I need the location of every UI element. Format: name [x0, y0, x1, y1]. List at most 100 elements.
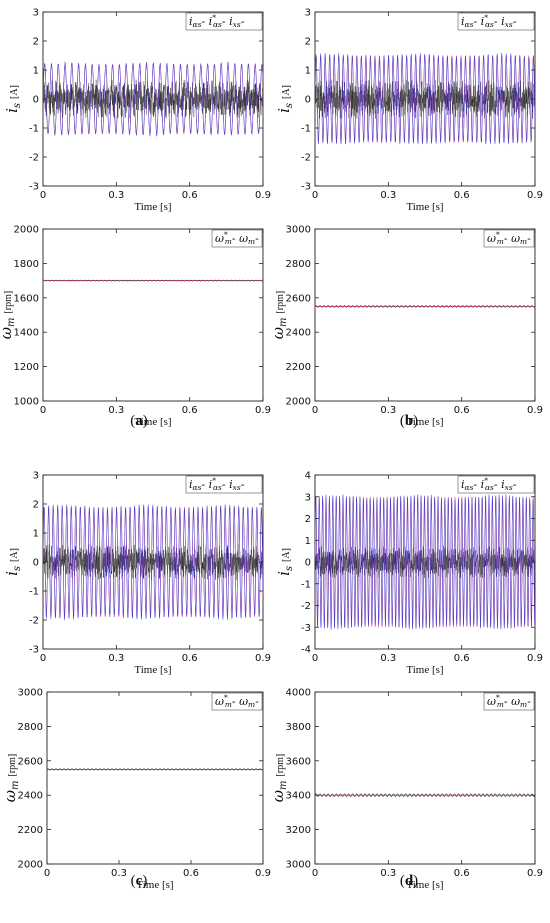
- data-traces: [47, 768, 263, 771]
- x-tick-label: 0.3: [380, 190, 396, 201]
- data-traces: [43, 279, 263, 282]
- y-tick-label: -1: [29, 124, 39, 135]
- y-tick-label: 3000: [18, 688, 43, 699]
- y-tick-label: -4: [301, 645, 311, 656]
- x-tick-label: 0: [312, 405, 318, 416]
- data-traces: [315, 494, 535, 630]
- y-tick-label: 2200: [18, 825, 43, 836]
- plot-d-current: 0 0.3 0.6 0.9 -4 -3 -2 -1 0 1 2 3 4 Time [s] is[A] iαs-…: [275, 471, 543, 677]
- y-axis-label: ωm[rpm]: [1, 754, 21, 803]
- series-ias-line: [315, 52, 535, 145]
- y-tick-label: 2: [33, 500, 39, 511]
- y-tick-label: -3: [29, 645, 39, 656]
- series-speed-line: [47, 768, 263, 771]
- y-tick-label: -2: [29, 153, 39, 164]
- y-tick-label: 3000: [286, 860, 311, 871]
- x-tick-label: 0: [44, 868, 50, 879]
- y-tick-label: -3: [301, 623, 311, 634]
- x-tick-label: 0.3: [380, 653, 396, 664]
- x-tick-label: 0.9: [255, 405, 271, 416]
- y-tick-label: 3: [305, 492, 311, 503]
- data-traces: [315, 52, 535, 145]
- y-tick-label: 3000: [286, 225, 311, 236]
- series-ias-line: [315, 494, 535, 630]
- legend: ω* m- ωm-: [483, 692, 535, 711]
- x-tick-label: 0.6: [182, 190, 198, 201]
- x-axis-label: Time [s]: [134, 201, 171, 213]
- y-tick-label: -1: [29, 587, 39, 598]
- plot-a-current: 0 0.3 0.6 0.9 -3 -2 -1 0 1 2 3 Time [s] is[A] iαs- i*…: [3, 8, 271, 214]
- series-ias-line: [43, 504, 263, 621]
- x-tick-label: 0.9: [255, 653, 271, 664]
- y-tick-label: 4: [305, 471, 311, 482]
- legend: ω* m- ωm-: [483, 229, 535, 248]
- series-ixs-line: [315, 79, 535, 119]
- y-tick-label: 2000: [18, 860, 43, 871]
- x-axis-label: Time [s]: [136, 879, 173, 891]
- y-tick-label: 2: [305, 514, 311, 525]
- x-tick-label: 0.6: [454, 405, 470, 416]
- x-axis-label: Time [s]: [134, 416, 171, 428]
- plot-frame: [46, 691, 264, 865]
- legend: ω* m- ωm-: [211, 692, 263, 711]
- panel-label: (c): [131, 873, 148, 889]
- y-tick-label: 2800: [18, 722, 43, 733]
- y-tick-label: 2400: [286, 328, 311, 339]
- y-tick-label: 2200: [286, 362, 311, 373]
- plot-frame: [314, 691, 536, 865]
- y-axis-label: ωm[rpm]: [0, 291, 17, 340]
- svg-text:iαs- i*αs- ixs-: iαs- i* αs- ixs-: [189, 13, 245, 29]
- plot-b-speed: 0 0.3 0.6 0.9 2000 2200 2400 2600 2800 3000 Time […: [269, 225, 543, 429]
- data-traces: [43, 504, 263, 621]
- y-tick-label: 3400: [286, 791, 311, 802]
- y-tick-label: 3: [305, 8, 311, 19]
- plot-b-current: 0 0.3 0.6 0.9 -3 -2 -1 0 1 2 3 Time [s] is[A] iαs- i*…: [275, 8, 543, 214]
- y-axis-label: is[A]: [275, 85, 295, 113]
- y-tick-label: 0: [305, 95, 311, 106]
- x-tick-label: 0: [312, 653, 318, 664]
- legend: ω* m- ωm-: [211, 229, 263, 248]
- x-tick-label: 0.9: [255, 190, 271, 201]
- svg-text:iαs- i*αs- ixs-: iαs- i* αs- ixs-: [189, 476, 245, 492]
- x-axis-label: Time [s]: [406, 879, 443, 891]
- y-tick-label: 2000: [14, 225, 39, 236]
- series-speed-line: [315, 305, 535, 308]
- series-ias-line: [43, 61, 263, 137]
- x-tick-label: 0.3: [380, 868, 396, 879]
- x-axis-label: Time [s]: [406, 664, 443, 676]
- series-ixs-line: [43, 544, 263, 580]
- svg-text:ω*m- ωm-: ω* m- ωm-: [215, 230, 259, 246]
- legend: iαs- i* αs- ixs-: [185, 12, 263, 31]
- y-axis-label: is[A]: [3, 85, 23, 113]
- x-tick-label: 0.9: [527, 190, 543, 201]
- y-tick-label: 3: [33, 8, 39, 19]
- panel-label: (a): [130, 413, 148, 429]
- y-tick-label: -3: [29, 182, 39, 193]
- x-tick-label: 0.9: [527, 405, 543, 416]
- plot-frame: [314, 228, 536, 402]
- x-tick-label: 0.6: [454, 868, 470, 879]
- x-tick-label: 0.9: [255, 868, 271, 879]
- y-tick-label: 3200: [286, 825, 311, 836]
- y-tick-label: -2: [301, 601, 311, 612]
- y-tick-label: 2800: [286, 259, 311, 270]
- svg-text:ω*m- ωm-: ω* m- ωm-: [215, 693, 259, 709]
- x-tick-label: 0: [312, 868, 318, 879]
- data-traces: [315, 305, 535, 308]
- y-tick-label: 2600: [18, 756, 43, 767]
- y-tick-label: 0: [305, 558, 311, 569]
- x-tick-label: 0.6: [454, 653, 470, 664]
- y-tick-label: 1600: [14, 293, 39, 304]
- y-tick-label: 0: [33, 558, 39, 569]
- x-tick-label: 0.3: [108, 190, 124, 201]
- x-tick-label: 0: [40, 653, 46, 664]
- y-tick-label: -2: [29, 616, 39, 627]
- y-tick-label: -1: [301, 124, 311, 135]
- panel-label: (b): [400, 413, 418, 429]
- plot-c-current: 0 0.3 0.6 0.9 -3 -2 -1 0 1 2 3 Time [s] is[A] iαs- i*…: [3, 471, 271, 677]
- y-tick-label: 2400: [18, 791, 43, 802]
- svg-text:ω*m- ωm-: ω* m- ωm-: [487, 230, 531, 246]
- legend: iαs- i* αs- ixs-: [185, 475, 263, 494]
- x-tick-label: 0.6: [183, 868, 199, 879]
- svg-text:ω*m- ωm-: ω* m- ωm-: [487, 693, 531, 709]
